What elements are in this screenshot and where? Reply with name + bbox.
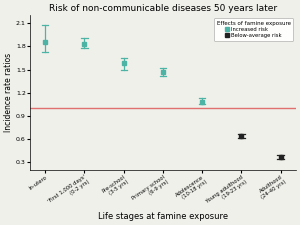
Y-axis label: Incidence rate ratios: Incidence rate ratios: [4, 53, 13, 132]
X-axis label: Life stages at famine exposure: Life stages at famine exposure: [98, 212, 228, 221]
Legend: Increased risk, Below-average risk: Increased risk, Below-average risk: [214, 18, 293, 41]
Title: Risk of non-communicable diseases 50 years later: Risk of non-communicable diseases 50 yea…: [49, 4, 277, 13]
